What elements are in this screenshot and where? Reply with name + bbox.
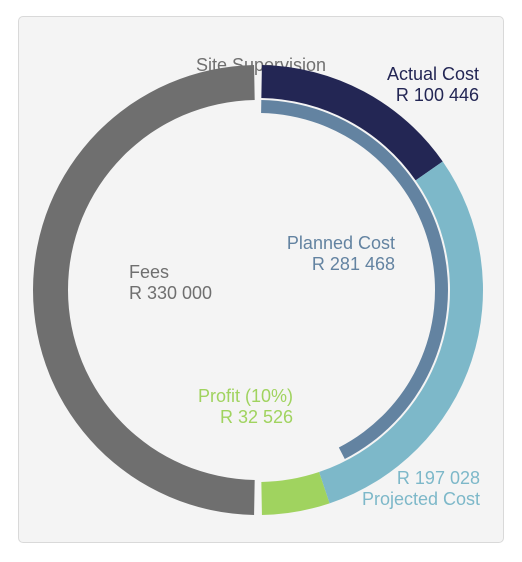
- label-planned-cost-value: R 281 468: [311, 254, 395, 274]
- slice-fees: [32, 65, 255, 515]
- label-projected-cost-name: Projected Cost: [361, 489, 480, 509]
- label-fees-name: Fees: [129, 262, 170, 282]
- label-profit: Profit (10%) R 32 526: [198, 386, 293, 428]
- slice-actual-cost: [261, 65, 443, 181]
- label-projected-cost: R 197 028 Projected Cost: [362, 468, 480, 510]
- label-actual-cost-name: Actual Cost: [386, 64, 479, 84]
- label-profit-value: R 32 526: [219, 407, 293, 427]
- label-actual-cost: Actual Cost R 100 446: [387, 64, 479, 106]
- label-planned-cost: Planned Cost R 281 468: [287, 233, 395, 275]
- chart-card: Site Supervision: [18, 16, 504, 543]
- slice-profit-10: [261, 472, 330, 515]
- label-profit-name: Profit (10%): [197, 386, 293, 406]
- label-actual-cost-value: R 100 446: [395, 85, 479, 105]
- slice-projected-cost: [319, 161, 484, 504]
- label-planned-cost-name: Planned Cost: [286, 233, 395, 253]
- label-fees-value: R 330 000: [129, 283, 213, 303]
- label-projected-cost-value: R 197 028: [396, 468, 480, 488]
- label-fees: Fees R 330 000: [129, 262, 212, 304]
